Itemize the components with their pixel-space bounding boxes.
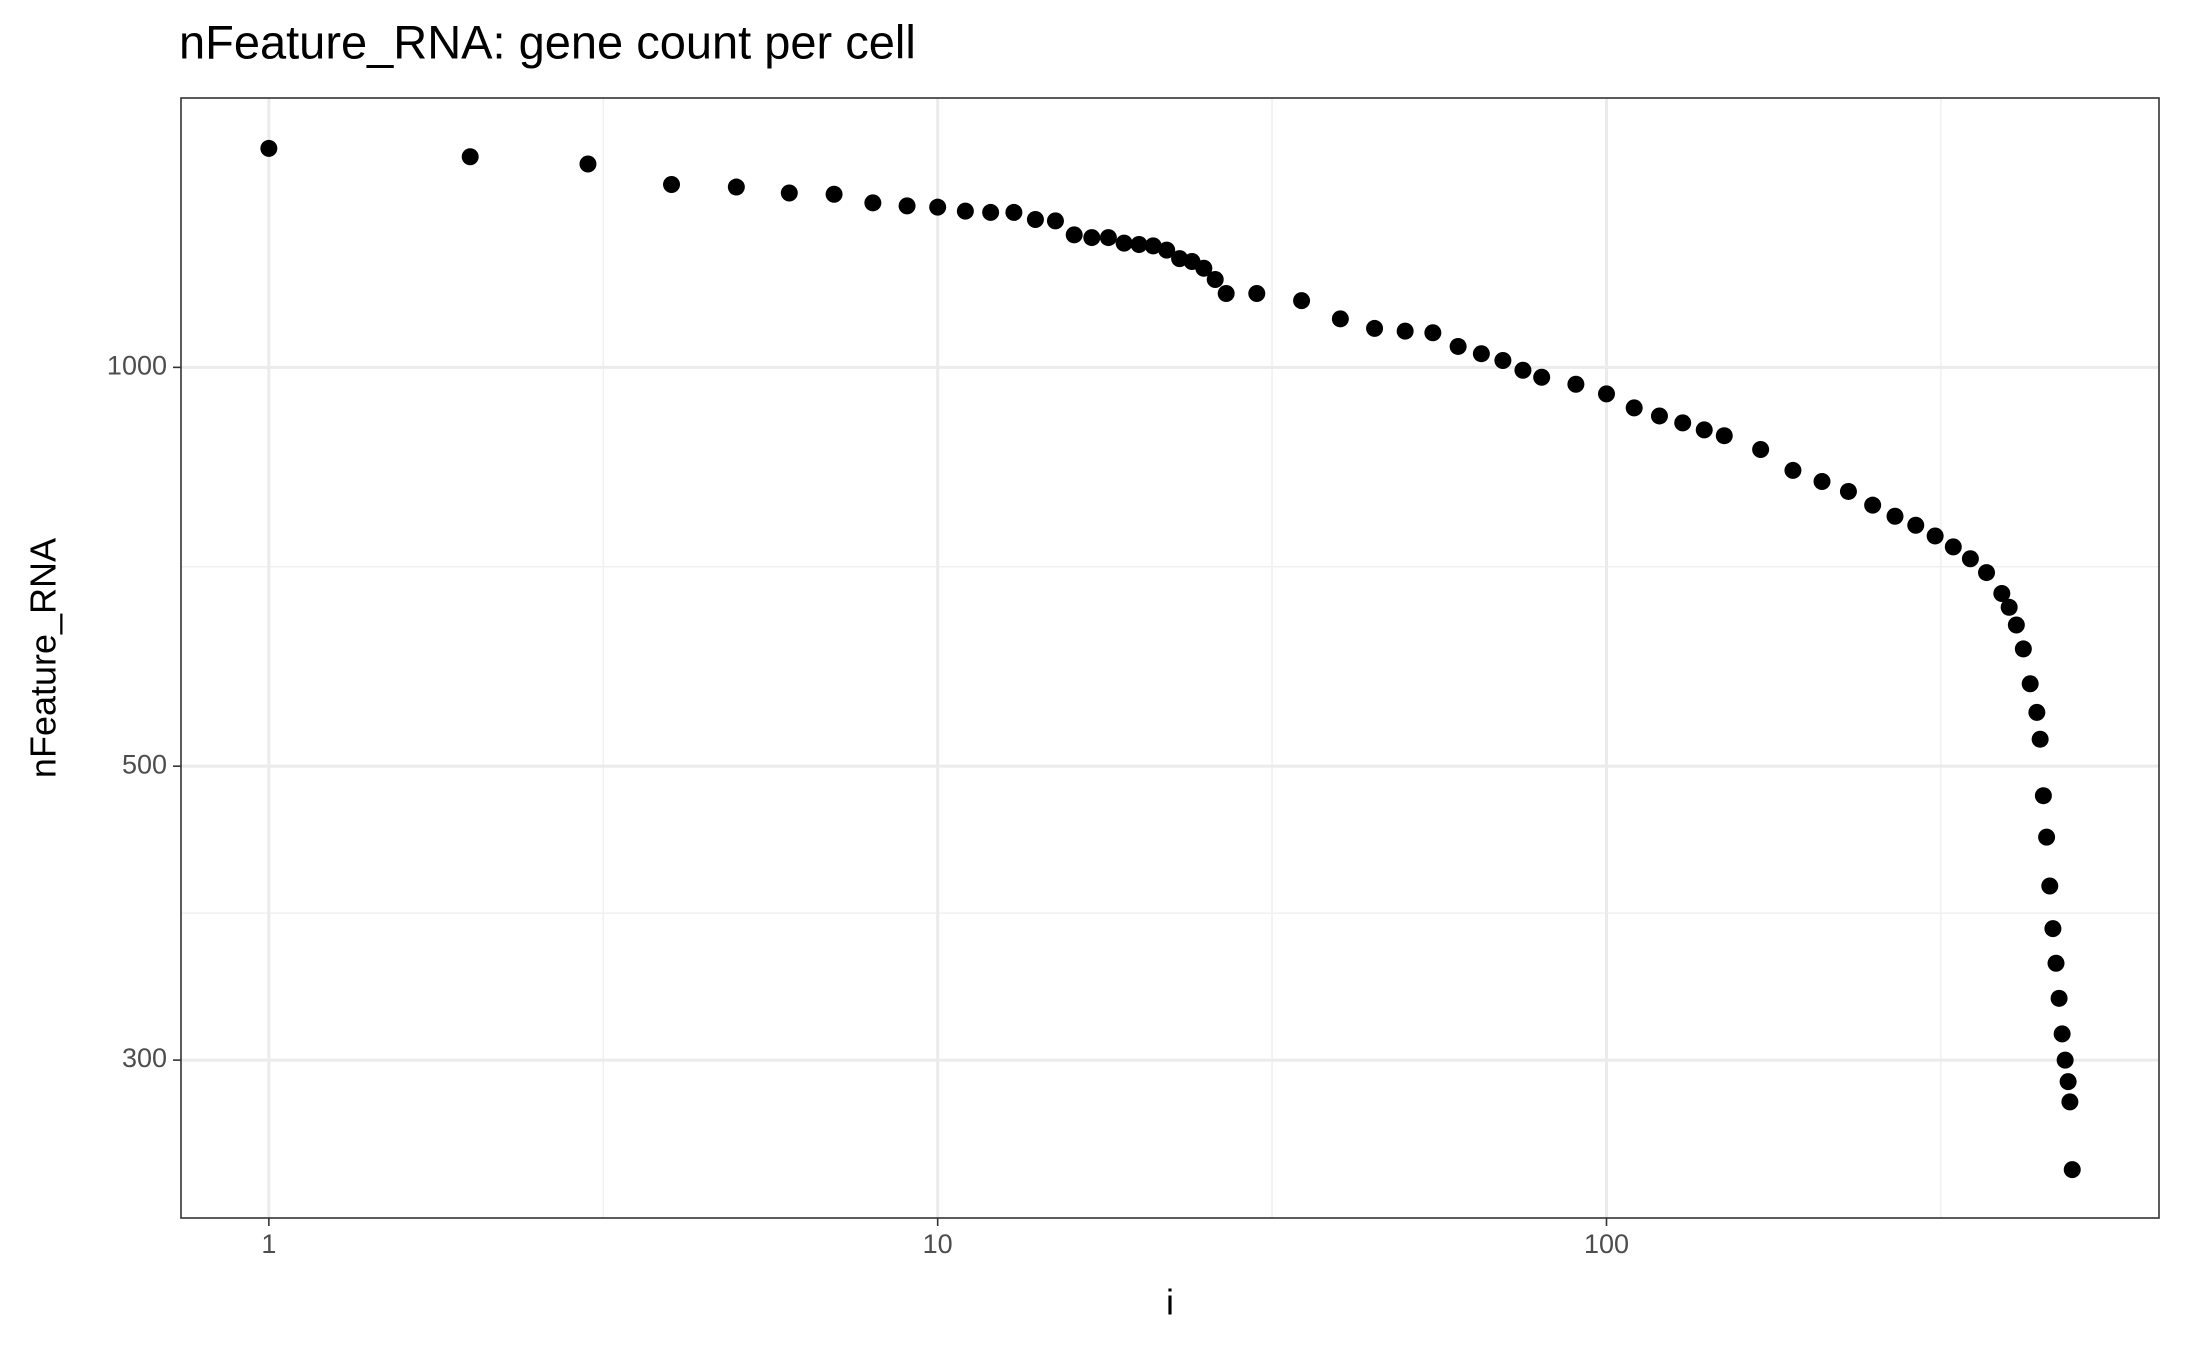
y-axis-title: nFeature_RNA: [23, 538, 64, 778]
point: [1083, 229, 1101, 247]
point: [663, 176, 681, 194]
point: [727, 178, 745, 196]
point: [2034, 787, 2052, 805]
points: [260, 139, 2081, 1179]
point: [1449, 337, 1467, 355]
point: [929, 198, 947, 216]
point: [1650, 407, 1668, 425]
x-axis-title: i: [1166, 1282, 1174, 1323]
point: [1813, 473, 1831, 491]
point: [2063, 1161, 2081, 1179]
point: [461, 148, 479, 166]
point: [2028, 703, 2046, 721]
point: [2021, 675, 2039, 693]
point: [1944, 538, 1962, 556]
point: [1993, 585, 2011, 603]
point: [2007, 616, 2025, 634]
point: [1158, 241, 1176, 259]
point: [864, 194, 882, 212]
point: [1886, 507, 1904, 525]
point: [2053, 1025, 2071, 1043]
y-tick-label: 500: [122, 749, 167, 779]
point: [1472, 345, 1490, 363]
point: [1625, 399, 1643, 417]
point: [1005, 203, 1023, 221]
point: [2000, 598, 2018, 616]
point: [1494, 351, 1512, 369]
grid: [181, 98, 2159, 1218]
point: [1926, 527, 1944, 545]
point: [1217, 284, 1235, 302]
point: [1784, 461, 1802, 479]
point: [1115, 234, 1133, 252]
point: [982, 203, 1000, 221]
point: [1598, 385, 1616, 403]
point: [1248, 284, 1266, 302]
point: [2014, 640, 2032, 658]
point: [1752, 440, 1770, 458]
point: [2038, 828, 2056, 846]
chart-title: nFeature_RNA: gene count per cell: [179, 15, 916, 68]
point: [1978, 564, 1996, 582]
point: [2056, 1051, 2074, 1069]
y-tick-label: 1000: [107, 350, 167, 380]
point: [1864, 496, 1882, 514]
point: [1424, 324, 1442, 342]
point: [1130, 236, 1148, 254]
point: [1715, 427, 1733, 445]
y-tick-label: 300: [122, 1043, 167, 1073]
point: [2061, 1093, 2079, 1111]
point: [1293, 292, 1311, 310]
point: [1695, 421, 1713, 439]
panel-border: [180, 97, 2160, 1219]
point: [579, 155, 597, 173]
point: [1674, 414, 1692, 432]
point: [260, 139, 278, 157]
point: [1839, 482, 1857, 500]
point: [825, 185, 843, 203]
point: [956, 202, 974, 220]
point: [2041, 877, 2059, 895]
point: [1046, 212, 1064, 230]
point: [1514, 361, 1532, 379]
point: [1026, 210, 1044, 228]
point: [1567, 375, 1585, 393]
point: [2031, 730, 2049, 748]
point: [898, 197, 916, 215]
point: [1206, 270, 1224, 288]
point: [1366, 319, 1384, 337]
point: [780, 184, 798, 202]
point: [2047, 954, 2065, 972]
point: [1099, 229, 1117, 247]
point: [2050, 989, 2068, 1007]
point: [1907, 516, 1925, 534]
point: [1144, 237, 1162, 255]
x-tick-label: 1: [261, 1229, 276, 1259]
point: [1195, 259, 1213, 277]
point: [1533, 368, 1551, 386]
point: [2059, 1073, 2077, 1091]
point: [1331, 310, 1349, 328]
x-tick-label: 100: [1584, 1229, 1629, 1259]
point: [1396, 322, 1414, 340]
point: [1961, 550, 1979, 568]
point: [1065, 226, 1083, 244]
point: [2044, 920, 2062, 938]
x-tick-label: 10: [923, 1229, 953, 1259]
